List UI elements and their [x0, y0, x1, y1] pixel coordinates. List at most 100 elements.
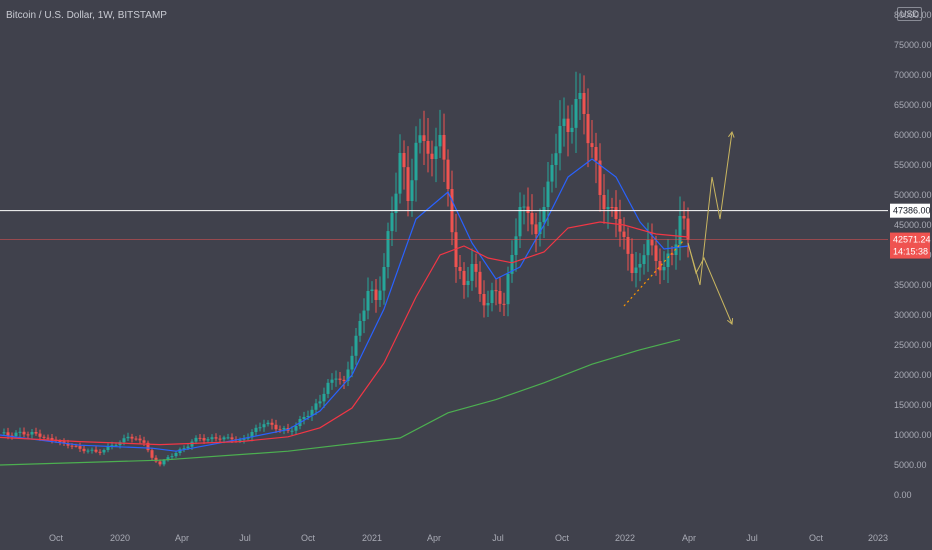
bearish-projection-path: [687, 242, 733, 325]
candle-body: [210, 437, 214, 440]
candle-body: [482, 294, 486, 306]
candle-body: [434, 146, 438, 159]
candle-body: [590, 143, 594, 147]
y-tick-label: 35000.00: [894, 280, 932, 290]
candle-body: [622, 231, 626, 237]
candle-body: [310, 409, 314, 416]
candle-body: [154, 457, 158, 462]
candle-body: [218, 438, 222, 440]
candle-body: [378, 290, 382, 300]
candle-body: [438, 135, 442, 147]
candle-body: [626, 237, 630, 254]
candle-body: [278, 429, 282, 431]
candlestick-series: [2, 71, 690, 467]
candle-body: [18, 431, 22, 433]
candle-body: [306, 415, 310, 417]
candle-body: [122, 438, 126, 443]
candle-body: [562, 118, 566, 126]
candle-body: [178, 449, 182, 453]
candle-body: [554, 153, 558, 165]
candle-body: [498, 291, 502, 304]
last-price-tag: [890, 232, 930, 259]
candle-body: [466, 280, 470, 285]
candle-body: [642, 255, 646, 264]
candle-body: [110, 445, 114, 447]
currency-badge[interactable]: USD: [896, 7, 922, 21]
candle-body: [682, 216, 686, 219]
candle-body: [338, 378, 342, 380]
candle-body: [270, 422, 274, 425]
drawings-overlay: [0, 130, 888, 325]
candle-body: [410, 180, 414, 201]
candle-body: [70, 445, 74, 447]
candle-body: [242, 438, 246, 440]
candle-body: [170, 456, 174, 458]
candle-body: [214, 437, 218, 439]
candle-body: [618, 219, 622, 232]
candle-body: [550, 165, 554, 182]
candle-body: [226, 437, 230, 439]
candle-body: [578, 92, 582, 99]
candle-body: [614, 207, 618, 219]
candle-body: [470, 264, 474, 281]
candle-body: [486, 303, 490, 306]
candle-body: [594, 147, 598, 161]
candle-body: [598, 160, 602, 195]
x-tick-label: Oct: [555, 533, 570, 543]
candle-body: [162, 460, 166, 465]
candle-body: [478, 271, 482, 294]
candle-body: [366, 291, 370, 311]
x-tick-label: 2022: [615, 533, 635, 543]
candle-body: [374, 289, 378, 300]
candle-body: [282, 428, 286, 430]
candle-body: [90, 449, 94, 451]
x-tick-label: 2020: [110, 533, 130, 543]
y-tick-label: 65000.00: [894, 100, 932, 110]
candle-body: [102, 450, 106, 453]
y-tick-label: 10000.00: [894, 430, 932, 440]
candle-body: [202, 438, 206, 441]
x-tick-label: Apr: [427, 533, 441, 543]
candle-body: [334, 378, 338, 380]
candle-body: [458, 267, 462, 271]
candle-body: [658, 261, 662, 271]
candle-body: [130, 436, 134, 439]
candle-body: [530, 213, 534, 225]
candle-body: [638, 264, 642, 268]
candle-body: [570, 127, 574, 132]
candle-body: [418, 135, 422, 143]
x-tick-label: 2023: [868, 533, 888, 543]
candle-body: [342, 379, 346, 381]
candle-body: [194, 437, 198, 442]
y-tick-label: 45000.00: [894, 220, 932, 230]
x-tick-label: Jul: [239, 533, 251, 543]
y-tick-label: 60000.00: [894, 130, 932, 140]
y-tick-label: 75000.00: [894, 40, 932, 50]
candle-body: [586, 114, 590, 144]
candle-body: [138, 438, 142, 441]
level-price-label: 47386.00: [893, 206, 931, 216]
candle-body: [322, 393, 326, 402]
candle-body: [414, 142, 418, 181]
candle-body: [678, 216, 682, 245]
candle-body: [602, 195, 606, 210]
candle-body: [526, 206, 530, 213]
candle-body: [58, 441, 62, 442]
candle-body: [650, 240, 654, 246]
candle-body: [106, 446, 110, 450]
candle-body: [250, 431, 254, 438]
candle-body: [670, 253, 674, 255]
price-tags: 47386.00 42571.24 14:15:38: [890, 203, 931, 259]
candle-body: [430, 153, 434, 159]
candle-body: [346, 369, 350, 381]
level-price-tag: [890, 203, 930, 218]
candle-body: [254, 427, 258, 432]
candle-body: [494, 290, 498, 292]
candle-body: [314, 403, 318, 410]
candle-body: [582, 92, 586, 114]
x-axis: Oct 2020 Apr Jul Oct 2021 Apr Jul Oct 2022 Apr Jul O…: [49, 533, 888, 543]
y-tick-label: 70000.00: [894, 70, 932, 80]
x-tick-label: Oct: [809, 533, 824, 543]
candle-body: [78, 446, 82, 449]
